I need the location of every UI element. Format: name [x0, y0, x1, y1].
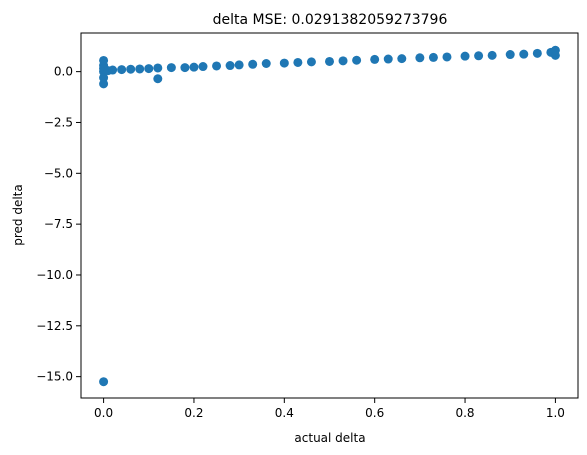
scatter-point	[460, 51, 470, 61]
scatter-point	[338, 56, 348, 66]
x-tick-label: 0.8	[455, 406, 474, 420]
scatter-point	[505, 50, 515, 60]
x-tick-label: 0.4	[275, 406, 294, 420]
scatter-point	[370, 54, 380, 64]
scatter-point	[135, 64, 145, 74]
scatter-point	[550, 50, 560, 60]
y-tick-label: −2.5	[44, 115, 73, 129]
scatter-point	[415, 53, 425, 63]
scatter-point	[166, 63, 176, 73]
scatter-point	[306, 57, 316, 67]
scatter-point	[99, 79, 109, 89]
scatter-point	[397, 54, 407, 64]
scatter-point	[198, 62, 208, 72]
x-tick-label: 0.2	[184, 406, 203, 420]
scatter-point	[442, 52, 452, 62]
scatter-point	[519, 49, 529, 59]
y-tick-label: 0.0	[54, 65, 73, 79]
scatter-point	[248, 59, 258, 69]
x-tick-label: 0.6	[365, 406, 384, 420]
scatter-point	[428, 52, 438, 62]
y-axis-label: pred delta	[11, 184, 25, 246]
chart-title: delta MSE: 0.0291382059273796	[213, 12, 448, 28]
scatter-point	[189, 62, 199, 72]
scatter-point	[325, 56, 334, 66]
scatter-point	[532, 48, 542, 58]
scatter-point	[352, 55, 362, 65]
y-tick-label: −15.0	[36, 370, 73, 384]
scatter-point	[383, 54, 393, 64]
scatter-point	[117, 65, 127, 75]
scatter-point	[225, 61, 235, 71]
scatter-point	[153, 74, 163, 84]
axes-frame	[80, 32, 579, 399]
x-axis-label: actual delta	[294, 431, 365, 445]
scatter-point	[153, 63, 163, 73]
x-tick-label: 0.0	[94, 406, 113, 420]
y-tick-label: −5.0	[44, 166, 73, 180]
scatter-point	[144, 64, 154, 74]
scatter-point	[487, 50, 497, 60]
scatter-point	[108, 65, 118, 75]
scatter-point	[293, 57, 303, 67]
scatter-point	[261, 59, 271, 68]
scatter-point	[126, 64, 136, 74]
scatter-point	[212, 61, 222, 71]
x-tick-label: 1.0	[546, 406, 565, 420]
scatter-point	[279, 58, 289, 68]
scatter-point	[474, 51, 484, 61]
y-axis: 0.0 −2.5 −5.0 −7.5 −10.0 −12.5 −15.0	[36, 65, 81, 384]
plot-area	[99, 45, 560, 387]
scatter-point	[180, 63, 190, 73]
y-tick-label: −7.5	[44, 217, 73, 231]
scatter-point	[99, 377, 109, 387]
scatter-point	[234, 60, 244, 70]
x-axis: 0.0 0.2 0.4 0.6 0.8 1.0	[94, 398, 565, 420]
y-tick-label: −12.5	[36, 319, 73, 333]
y-tick-label: −10.0	[36, 268, 73, 282]
